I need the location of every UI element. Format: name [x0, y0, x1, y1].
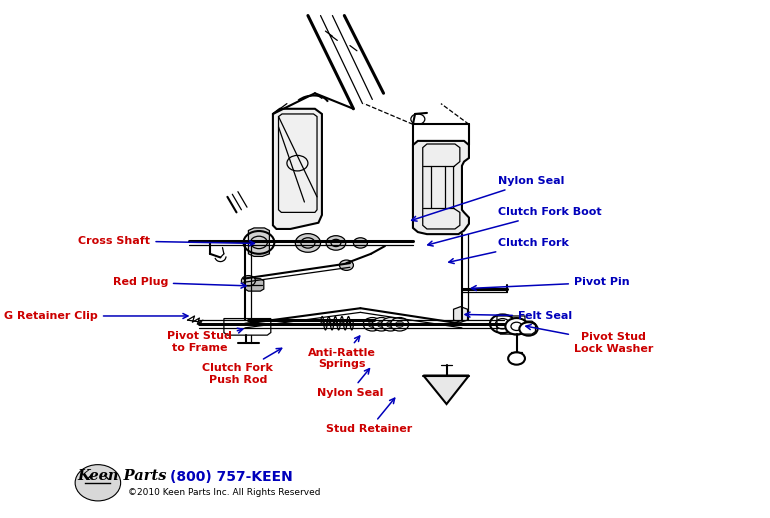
Text: Clutch Fork: Clutch Fork [449, 238, 569, 264]
Circle shape [505, 318, 527, 335]
Circle shape [242, 276, 256, 286]
Text: Cross Shaft: Cross Shaft [79, 236, 254, 246]
Circle shape [381, 318, 400, 331]
Text: Keen Parts: Keen Parts [78, 468, 167, 483]
Text: Pivot Stud
Lock Washer: Pivot Stud Lock Washer [526, 325, 653, 354]
Circle shape [377, 321, 386, 327]
Circle shape [363, 318, 381, 331]
Polygon shape [424, 376, 469, 404]
Text: Pivot Stud
to Frame: Pivot Stud to Frame [167, 328, 243, 353]
Text: Nylon Seal: Nylon Seal [316, 369, 383, 398]
Text: Clutch Fork
Push Rod: Clutch Fork Push Rod [203, 348, 282, 385]
Circle shape [519, 322, 537, 336]
Circle shape [326, 236, 346, 250]
Polygon shape [273, 109, 322, 229]
Circle shape [508, 352, 525, 365]
Circle shape [353, 238, 367, 248]
Polygon shape [249, 228, 270, 256]
Text: Clutch Fork Boot: Clutch Fork Boot [428, 207, 602, 246]
Text: Felt Seal: Felt Seal [465, 311, 572, 321]
Circle shape [340, 260, 353, 270]
Text: (800) 757-KEEN: (800) 757-KEEN [169, 469, 293, 484]
Polygon shape [245, 279, 264, 291]
Circle shape [390, 318, 409, 331]
Polygon shape [413, 141, 469, 234]
Text: Stud Retainer: Stud Retainer [326, 398, 413, 434]
Text: G Retainer Clip: G Retainer Clip [4, 311, 188, 321]
Circle shape [296, 234, 320, 252]
Text: Red Plug: Red Plug [112, 277, 246, 288]
Text: Nylon Seal: Nylon Seal [412, 176, 564, 221]
Circle shape [490, 314, 515, 333]
Circle shape [373, 318, 390, 331]
Ellipse shape [75, 465, 121, 501]
Text: Anti-Rattle
Springs: Anti-Rattle Springs [307, 336, 376, 369]
Text: ©2010 Keen Parts Inc. All Rights Reserved: ©2010 Keen Parts Inc. All Rights Reserve… [128, 487, 320, 497]
Text: Pivot Pin: Pivot Pin [471, 277, 630, 291]
Circle shape [387, 321, 395, 327]
Circle shape [368, 321, 377, 327]
Circle shape [396, 321, 403, 327]
Polygon shape [454, 307, 467, 322]
